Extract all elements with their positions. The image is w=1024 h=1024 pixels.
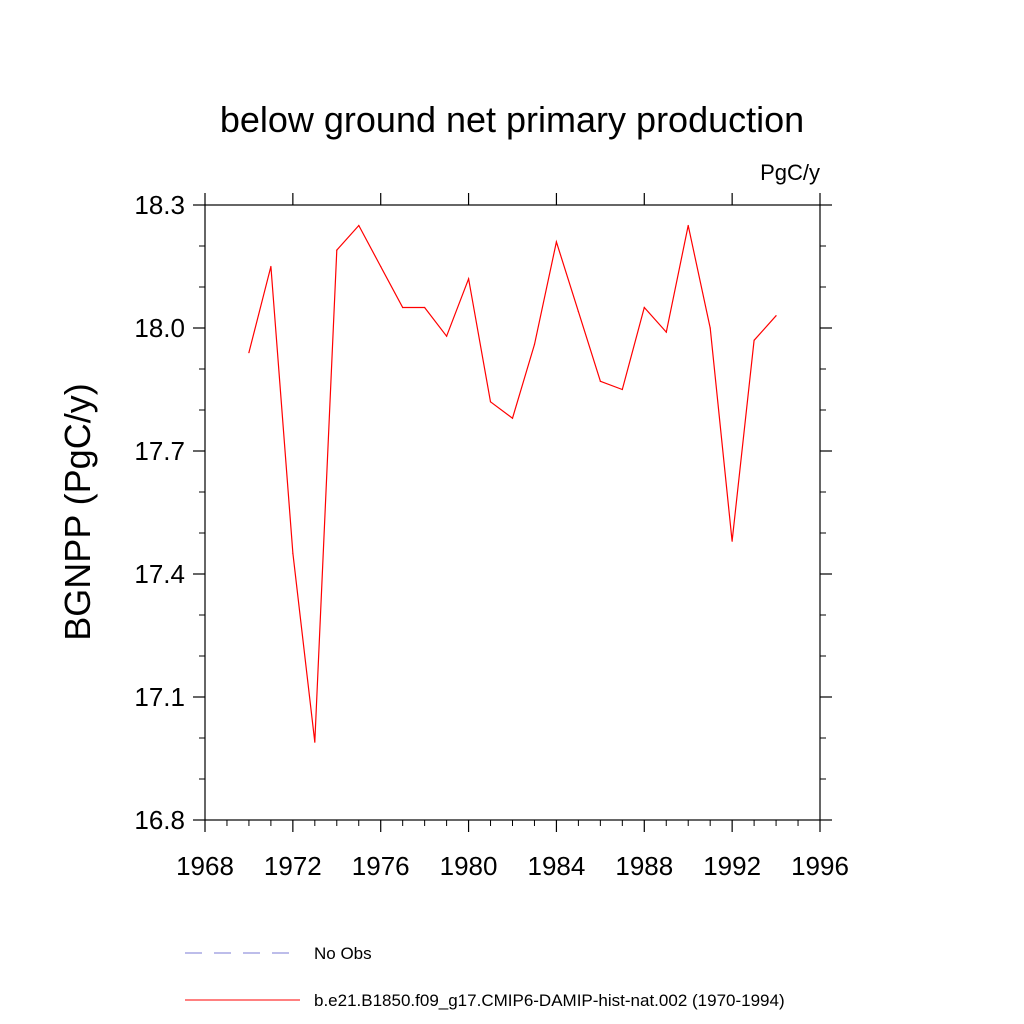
- data-point: [533, 343, 536, 345]
- units-label: PgC/y: [760, 160, 820, 185]
- data-point: [336, 249, 338, 251]
- data-point: [775, 315, 777, 317]
- y-tick-label: 18.0: [134, 313, 185, 343]
- data-point: [270, 265, 272, 268]
- x-tick-label: 1972: [264, 851, 322, 881]
- data-point: [753, 339, 755, 341]
- data-point: [621, 388, 623, 391]
- y-tick-label: 17.1: [134, 682, 185, 712]
- x-ticks: 1968 1972 1976 1980 1984 1988 1992 1996: [176, 193, 849, 881]
- y-tick-label: 16.8: [134, 805, 185, 835]
- data-point: [248, 352, 250, 354]
- series-line: [248, 224, 777, 743]
- y-tick-label: 17.7: [134, 436, 185, 466]
- data-point: [314, 741, 316, 743]
- data-point: [489, 401, 492, 403]
- data-point: [402, 306, 404, 309]
- data-point: [665, 331, 667, 333]
- data-point: [643, 306, 645, 309]
- x-tick-label: 1980: [440, 851, 498, 881]
- x-tick-label: 1992: [703, 851, 761, 881]
- y-tick-label: 18.3: [134, 190, 185, 220]
- data-point: [731, 540, 733, 542]
- series-layer: [248, 224, 777, 743]
- legend-label-no-obs: No Obs: [314, 944, 372, 963]
- y-axis-label: BGNPP (PgC/y): [57, 383, 98, 640]
- x-tick-label: 1996: [791, 851, 849, 881]
- legend: No Obs b.e21.B1850.f09_g17.CMIP6-DAMIP-h…: [185, 944, 785, 1010]
- data-point: [577, 311, 579, 313]
- data-point: [709, 327, 711, 329]
- data-point: [446, 335, 448, 337]
- y-tick-label: 17.4: [134, 559, 185, 589]
- x-tick-label: 1968: [176, 851, 234, 881]
- data-point: [380, 265, 382, 268]
- data-point: [511, 417, 514, 419]
- x-tick-label: 1984: [528, 851, 586, 881]
- data-point: [599, 380, 601, 382]
- data-point: [358, 224, 360, 227]
- plot-frame: [204, 204, 821, 821]
- legend-label-model: b.e21.B1850.f09_g17.CMIP6-DAMIP-hist-nat…: [314, 991, 785, 1010]
- y-ticks: 16.8 17.1 17.4 17.7 18.0 18.3: [134, 190, 832, 835]
- data-point: [555, 241, 558, 243]
- x-tick-label: 1976: [352, 851, 410, 881]
- chart-title: below ground net primary production: [220, 99, 804, 140]
- data-point: [687, 224, 689, 227]
- data-point: [424, 306, 426, 309]
- data-point: [292, 552, 294, 555]
- data-point: [467, 278, 470, 280]
- x-tick-label: 1988: [615, 851, 673, 881]
